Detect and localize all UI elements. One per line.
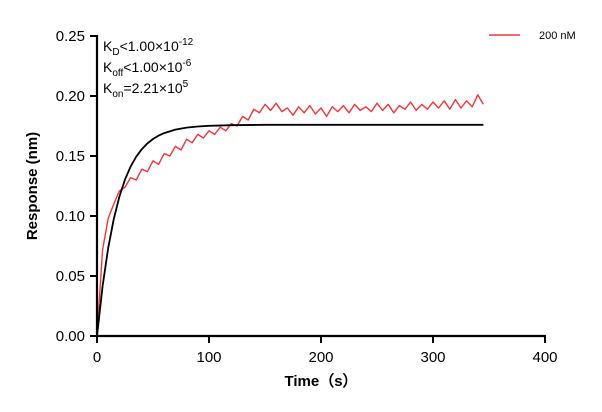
x-tick-label: 200 <box>308 349 333 366</box>
y-tick-label: 0.10 <box>56 208 85 225</box>
series-layer <box>96 94 485 337</box>
y-tick-label: 0.20 <box>56 88 85 105</box>
annotation-kon: Kon=2.21×105 <box>103 79 189 100</box>
x-tick-label: 400 <box>532 349 557 366</box>
x-axis-label: Time（s） <box>284 372 357 390</box>
annotation-koff: Koff<1.00×10-6 <box>103 58 192 79</box>
x-tick-label: 300 <box>420 349 445 366</box>
x-tick-label: 0 <box>93 349 101 366</box>
ticks: 0.00 0.05 0.10 0.15 0.20 0.25 0 100 200 300 400 <box>56 28 558 366</box>
y-tick-label: 0.05 <box>56 268 85 285</box>
y-axis-label: Response (nm) <box>24 132 41 240</box>
svg-text:Kon=2.21×105: Kon=2.21×105 <box>103 79 189 100</box>
annotation-kd: KD<1.00×10-12 <box>103 37 194 58</box>
y-tick-label: 0.15 <box>56 148 85 165</box>
legend: 200 nM <box>489 30 576 42</box>
y-tick-label: 0.25 <box>56 28 85 45</box>
fit-curve-line <box>96 123 484 337</box>
legend-label: 200 nM <box>539 30 576 42</box>
y-tick-label: 0.00 <box>56 328 85 345</box>
series-200nm-line <box>96 94 485 337</box>
svg-text:Koff<1.00×10-6: Koff<1.00×10-6 <box>103 58 192 79</box>
svg-text:KD<1.00×10-12: KD<1.00×10-12 <box>103 37 194 58</box>
x-tick-label: 100 <box>196 349 221 366</box>
